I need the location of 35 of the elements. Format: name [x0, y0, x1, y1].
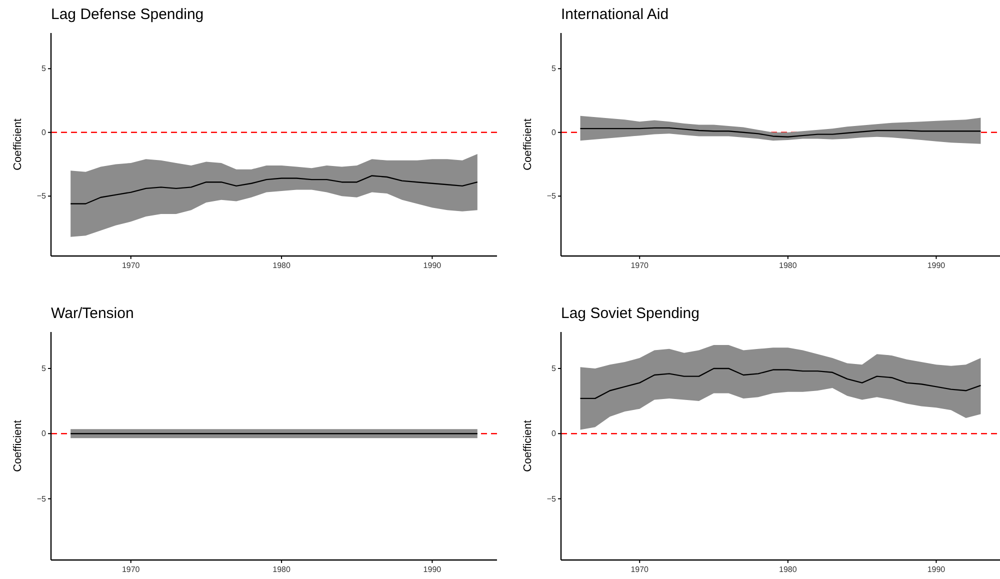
x-tick-label: 1990 [423, 261, 442, 270]
line-series [70, 175, 478, 204]
x-tick-label: 1990 [927, 261, 946, 270]
chart-title: International Aid [561, 6, 669, 23]
y-tick-label: 5 [552, 64, 557, 74]
y-tick-label: −5 [36, 494, 47, 504]
y-axis-title: Coefficient [12, 118, 24, 170]
y-tick-label: 5 [42, 64, 47, 74]
y-tick-label: 0 [552, 429, 557, 438]
x-tick-label: 1980 [779, 565, 798, 574]
chart-title: War/Tension [51, 305, 134, 322]
chart-title: Lag Soviet Spending [561, 305, 700, 322]
x-tick-label: 1970 [122, 261, 140, 270]
x-tick-label: 1970 [122, 565, 140, 574]
y-axis-title: Coefficient [522, 118, 534, 170]
x-tick-label: 1980 [272, 261, 291, 270]
y-tick-label: −5 [36, 192, 47, 201]
line-series [580, 368, 982, 400]
y-tick-label: −5 [546, 494, 557, 504]
y-tick-label: 5 [552, 364, 557, 374]
y-axis-title: Coefficient [522, 420, 534, 472]
x-tick-label: 1980 [272, 565, 291, 574]
x-tick-label: 1980 [779, 261, 798, 270]
y-tick-label: 0 [552, 128, 557, 137]
x-tick-label: 1970 [630, 565, 650, 574]
y-tick-label: 5 [42, 364, 47, 374]
y-tick-label: 0 [42, 429, 47, 438]
x-tick-label: 1990 [927, 565, 946, 574]
chart-title: Lag Defense Spending [51, 6, 204, 23]
x-tick-label: 1990 [423, 565, 442, 574]
y-axis-title: Coefficient [12, 420, 24, 472]
y-tick-label: 0 [42, 128, 47, 137]
y-tick-label: −5 [546, 192, 557, 201]
line-series [580, 127, 982, 138]
x-tick-label: 1970 [630, 261, 650, 270]
